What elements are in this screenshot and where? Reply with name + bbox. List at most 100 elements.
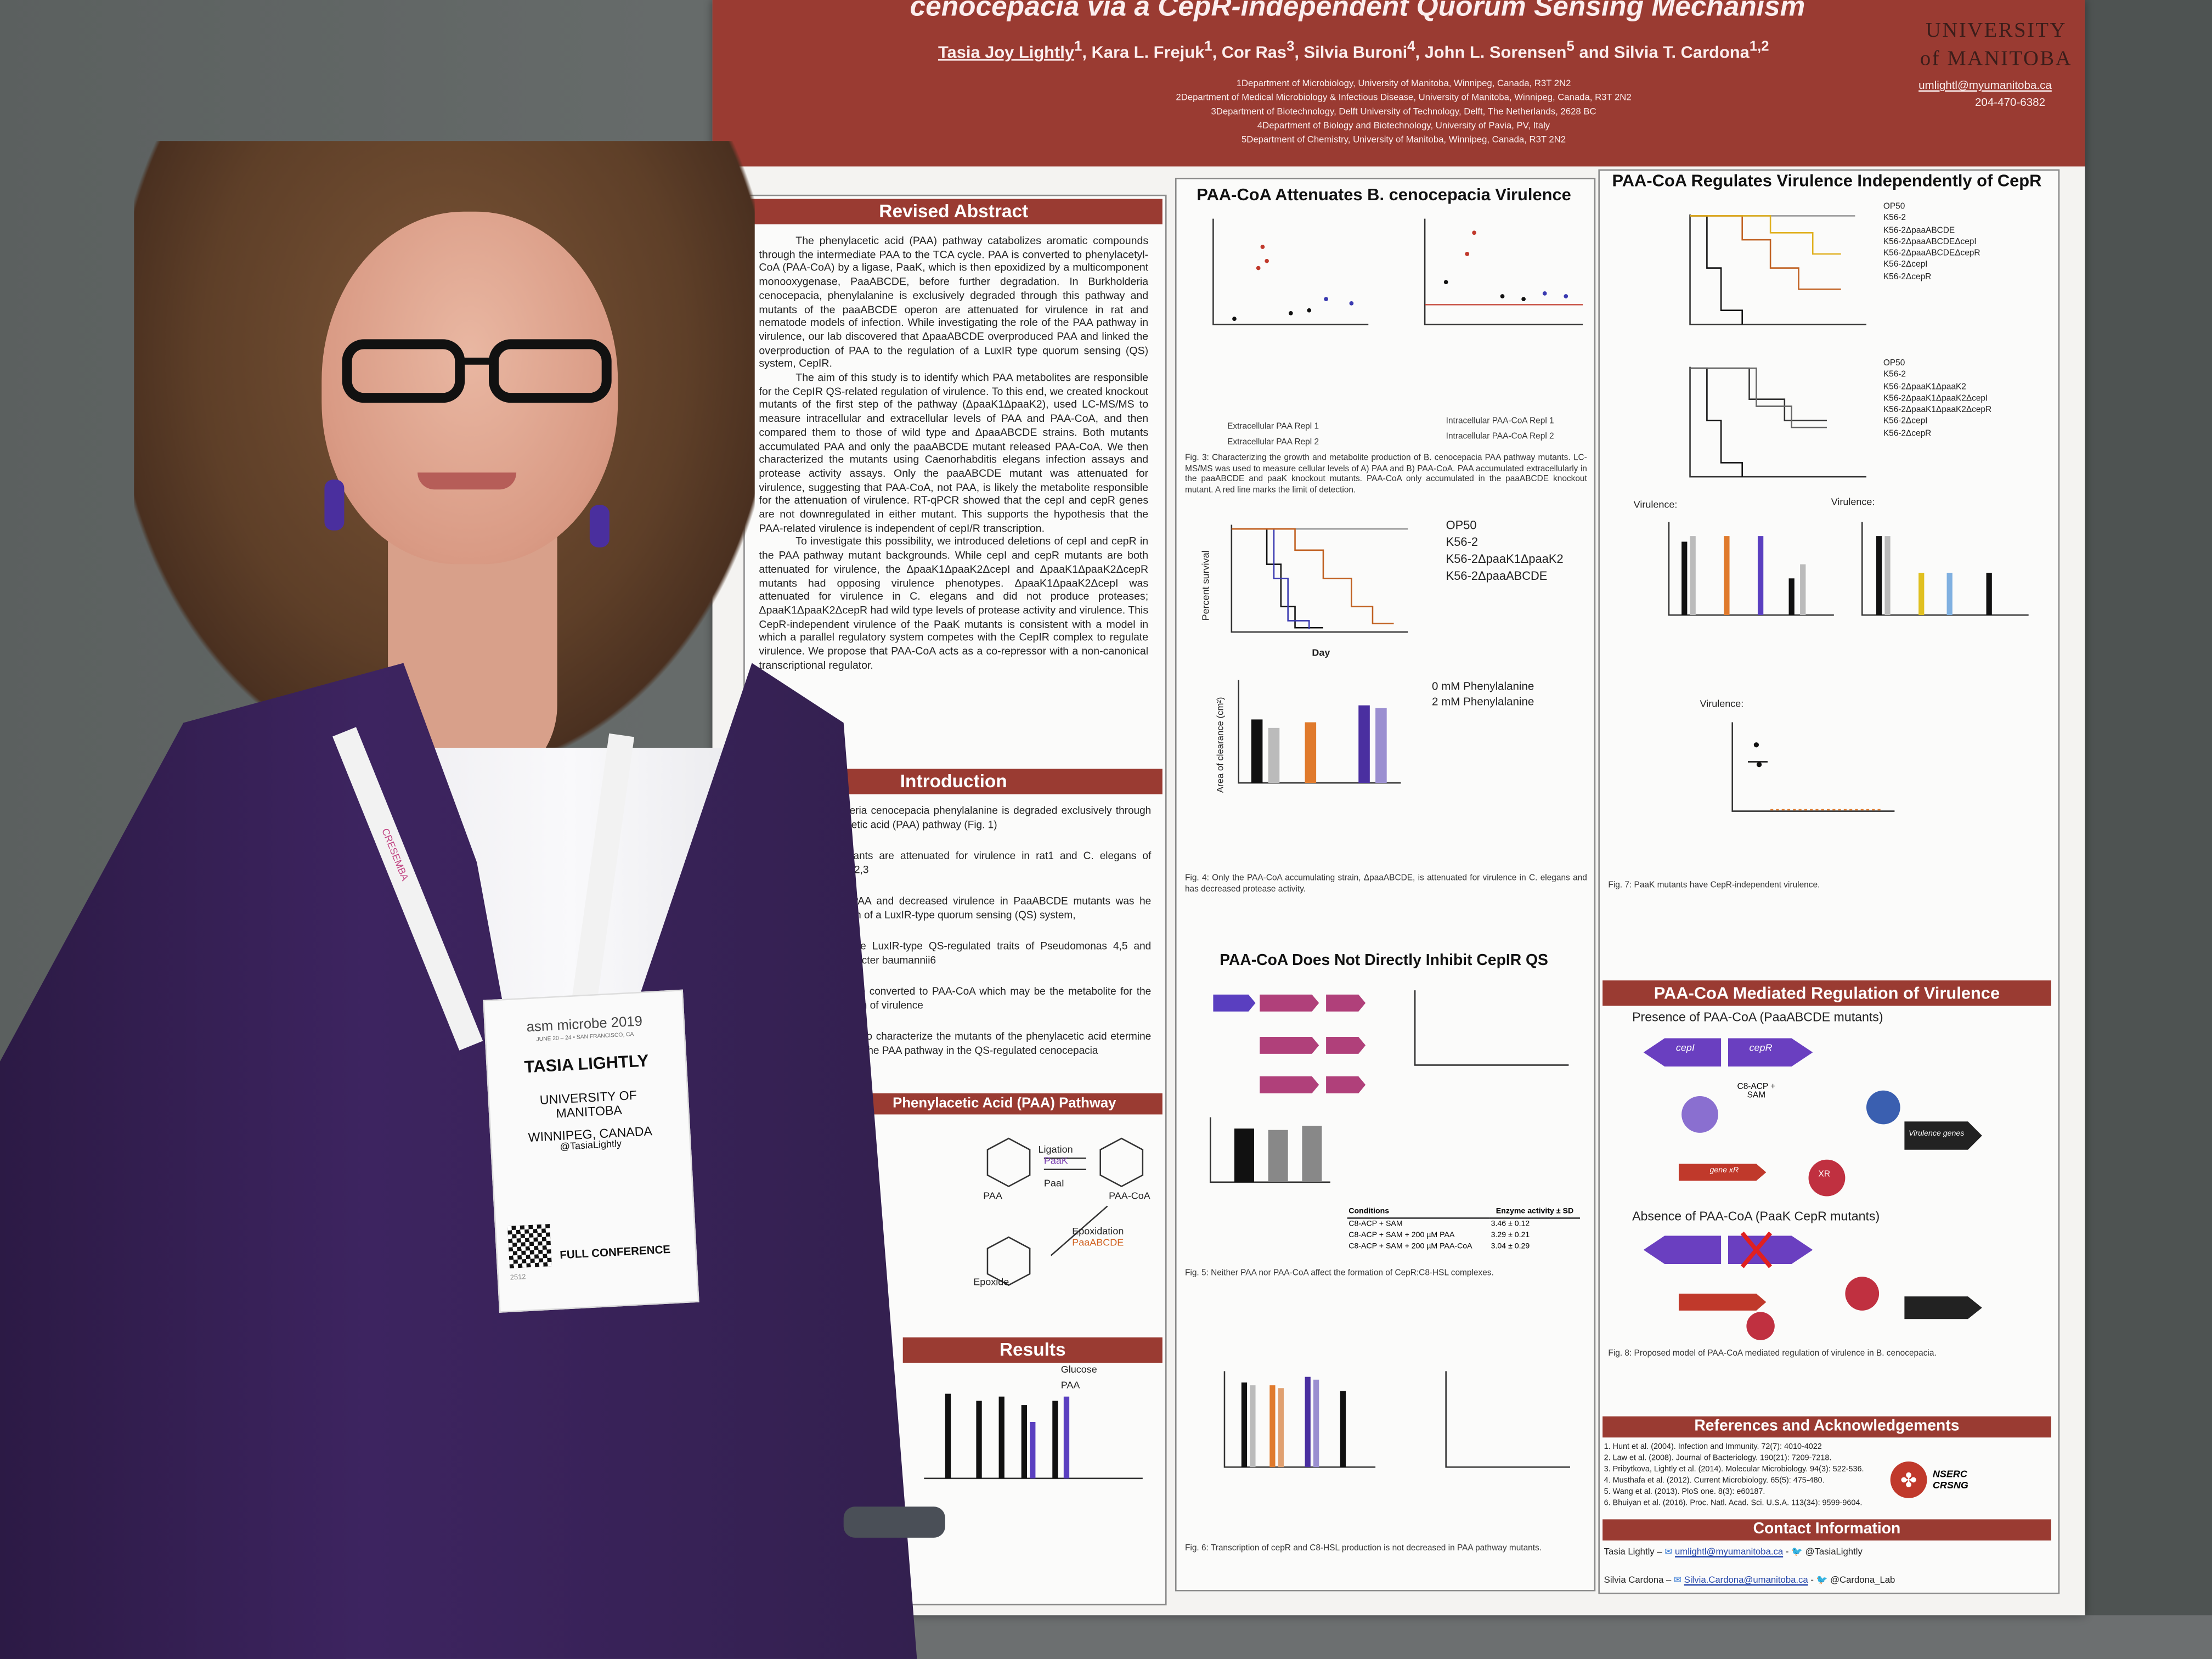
reporter-construct-diagram [1213,994,1366,1093]
nserc-logo: NSERC CRSNG [1932,1470,1968,1491]
legend-item: K56-2 [1446,534,1479,549]
legend-glucose: Glucose [1060,1365,1097,1376]
author: Kara L. Frejuk [1091,42,1205,63]
abstract-paragraph: To investigate this possibility, we intr… [759,535,1149,672]
legend-b: OP50 K56-2 K56-2ΔpaaK1ΔpaaK2 K56-2ΔpaaK1Δpa… [1883,358,1991,440]
legend-item: Extracellular PAA Repl 2 [1227,438,1319,448]
legend-a: OP50 K56-2 K56-2ΔpaaABCDE K56-2ΔpaaABCDEΔce… [1883,202,1980,284]
abstract-paragraph: The aim of this study is to identify whi… [759,371,1149,534]
legend-paa: PAA [1060,1381,1080,1391]
fig8-caption: Fig. 8: Proposed model of PAA-CoA mediat… [1608,1350,1937,1359]
bar [1030,1421,1036,1479]
author: and Silvia T. Cardona [1579,42,1750,63]
author-sup: 4 [1407,39,1415,55]
legend-item: K56-2ΔpaaK1ΔpaaK2 [1883,383,1966,392]
legend-item: Intracellular PAA-CoA Repl 2 [1446,433,1554,442]
table-row: C8-ACP + SAM 3.46 ± 0.12 [1347,1218,1580,1230]
author-sup: 1 [1204,39,1212,55]
affiliation: 1Department of Microbiology, University … [1236,78,1571,89]
intro-item: tion of PAA and decreased virulence in P… [815,894,1152,921]
fig6-caption: Fig. 6: Transcription of cepR and C8-HSL… [1184,1544,1542,1554]
poster-authors: Tasia Joy Lightly1, Kara L. Frejuk1, Cor… [938,39,1769,63]
legend-item: K56-2ΔcepR [1883,430,1932,439]
twitter-icon: 🐦 [1791,1547,1803,1558]
model-label: cepI [1675,1043,1695,1054]
affiliation: 4Department of Biology and Biotechnology… [1257,121,1550,132]
reference-item: 6. Bhuiyan et al. (2016). Proc. Natl. Ac… [1604,1499,1863,1508]
pathway-label: Epoxidation [1072,1227,1124,1238]
contact-row: Tasia Lightly – ✉ umlightl@myumanitoba.c… [1604,1547,1863,1558]
enzyme-activity-table: Conditions Enzyme activity ± SD C8-ACP + … [1347,1206,1580,1253]
x-axis-label: Day [1312,648,1330,659]
face [321,211,618,565]
reference-item: 2. Law et al. (2008). Journal of Bacteri… [1604,1454,1832,1463]
poster-header: cenocepacia via a CepR-independent Quoru… [712,0,2085,167]
legend-item: OP50 [1883,203,1905,212]
intro-item: urkholderia cenocepacia phenylalanine is… [815,804,1152,831]
fig4-caption: Fig. 4: Only the PAA-CoA accumulating st… [1184,874,1587,894]
smartwatch [843,1506,945,1538]
pathway-label: PaaK [1043,1156,1068,1167]
contact-twitter[interactable]: @Cardona_Lab [1830,1576,1895,1586]
legend-item: K56-2ΔpaaABCDE [1446,568,1548,583]
table-row: C8-ACP + SAM + 200 µM PAA-CoA 3.04 ± 0.29 [1347,1242,1580,1253]
survival-curve-a [1689,214,1866,325]
metabolite-scatter-plots [1212,218,1583,325]
fig7-caption: Fig. 7: PaaK mutants have CepR-independe… [1608,882,1820,890]
enzyme-bar-chart [1209,1117,1330,1183]
references-list: 1. Hunt et al. (2004). Infection and Imm… [1604,1442,1864,1509]
section-heading: PAA-CoA Regulates Virulence Independentl… [1612,171,2042,191]
pathway-label: Ligation [1038,1145,1073,1155]
author-sup: 3 [1286,39,1295,55]
legend-item: 2 mM Phenylalanine [1431,695,1534,708]
author: Silvia Buroni [1304,42,1408,63]
model-diagram-presence [1643,1038,1982,1197]
contact-email[interactable]: Silvia.Cardona@umanitoba.ca [1684,1576,1808,1586]
author-sup: 5 [1566,39,1575,55]
transcript-bar-charts [1668,522,2029,616]
affiliation: 3Department of Biotechnology, Delft Univ… [1211,107,1596,117]
transcript-bar-chart [1223,1371,1570,1468]
intro-item: nhibits the LuxIR-type QS-regulated trai… [815,939,1152,966]
contact-heading: Contact Information [1602,1519,2051,1541]
mail-icon: ✉ [1664,1547,1673,1558]
model-diagram-absence [1643,1231,1982,1340]
table-cell: C8-ACP + SAM [1348,1220,1403,1229]
survival-curve [1231,524,1408,633]
y-axis-label: Percent survival [1201,550,1212,621]
table-cell: C8-ACP + SAM + 200 µM PAA-CoA [1348,1243,1472,1251]
header-email[interactable]: umlightl@myumanitoba.ca [1918,78,2052,92]
pathway-label: PAA-CoA [1109,1192,1150,1202]
author: John L. Sorensen [1424,42,1567,63]
abstract-paragraph: The phenylacetic acid (PAA) pathway cata… [759,234,1149,370]
abstract-heading: Revised Abstract [744,199,1163,224]
paa-molecule [986,1137,1031,1188]
abstract-body: The phenylacetic acid (PAA) pathway cata… [759,234,1148,672]
earring [324,479,345,531]
author-sup: 1 [1074,39,1082,55]
contact-twitter[interactable]: @TasiaLightly [1805,1547,1863,1558]
table-header: Conditions [1348,1207,1390,1216]
model-subheading: Absence of PAA-CoA (PaaK CepR mutants) [1632,1209,1880,1223]
qr-code-icon [507,1223,552,1269]
virulence-label: Virulence: [1700,699,1744,710]
twitter-icon: 🐦 [1816,1576,1828,1586]
contact-email[interactable]: umlightl@myumanitoba.ca [1674,1547,1784,1558]
legend-item: K56-2ΔcepR [1883,273,1932,282]
section-heading: PAA-CoA Attenuates B. cenocepacia Virule… [1197,184,1571,205]
growth-bar-chart [924,1393,1143,1480]
fig3-caption: Fig. 3: Characterizing the growth and me… [1184,454,1587,495]
pathway-label: Epoxide [973,1278,1009,1288]
poster-column-2 [1175,177,1596,1592]
pathway-label: PaaABCDE [1072,1238,1124,1249]
table-row: C8-ACP + SAM + 200 µM PAA 3.29 ± 0.21 [1347,1230,1580,1242]
legend-item: K56-2ΔpaaABCDEΔcepI [1883,238,1977,247]
c8hsl-scatter [1731,722,1895,812]
badge-name: TASIA LIGHTLY [523,1051,650,1077]
badge-org: UNIVERSITY OF MANITOBA [539,1088,637,1121]
purple-cardigan [0,663,917,1659]
pathway-label: PaaI [1043,1179,1064,1189]
references-heading: References and Acknowledgements [1602,1416,2051,1438]
reference-item: 4. Musthafa et al. (2012). Current Micro… [1604,1477,1825,1486]
epoxidation-arrow [1050,1205,1108,1256]
